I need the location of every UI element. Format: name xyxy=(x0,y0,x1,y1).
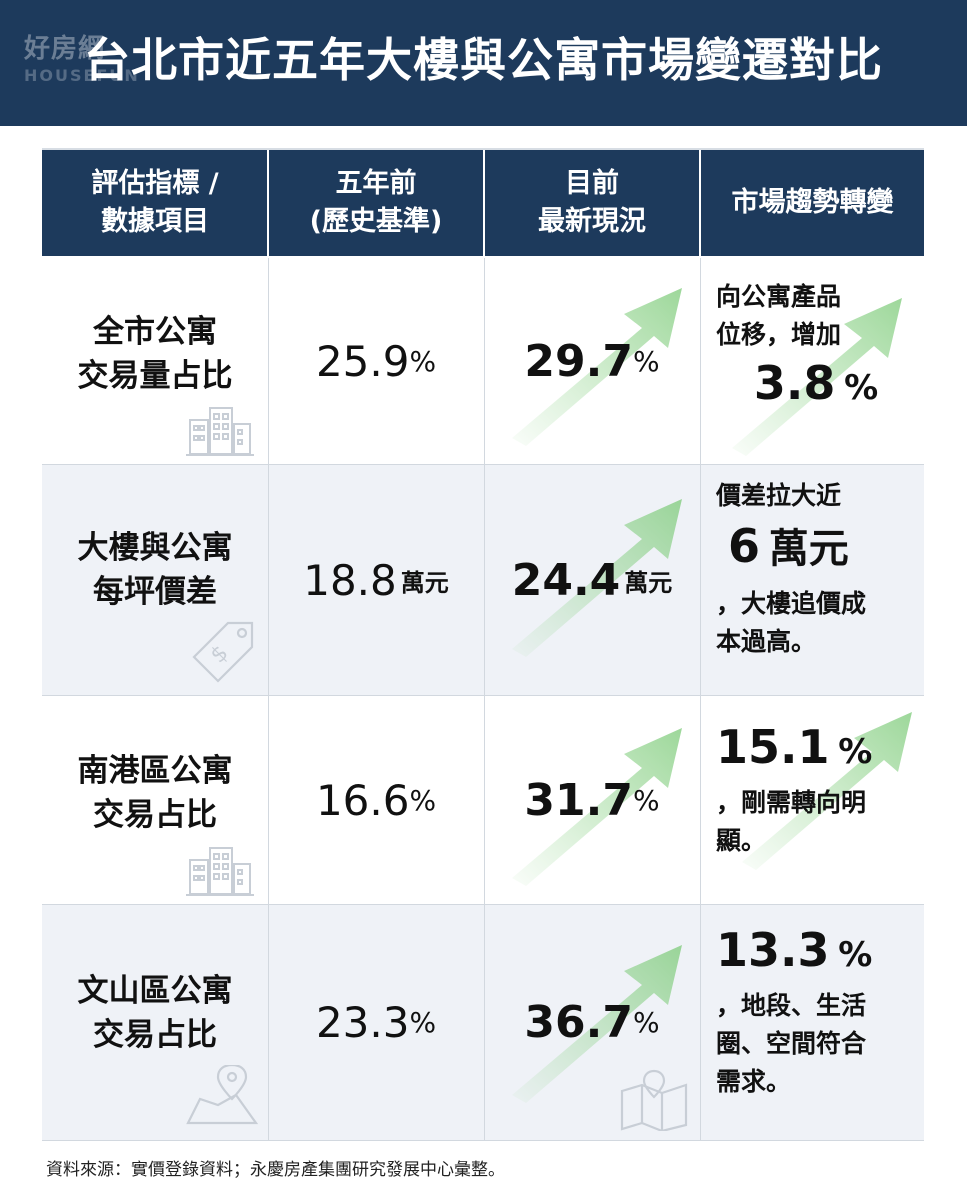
cur-value-cell: 29.7% xyxy=(485,258,699,464)
table-header: 評估指標 / 數據項目 五年前 (歷史基準) 目前 最新現況 市場趨勢轉變 xyxy=(42,150,924,256)
prev-value-cell: 16.6% xyxy=(269,696,483,904)
trend-highlight-unit: 萬元 xyxy=(768,526,849,572)
trend-pre: 向公寓產品 位移，增加 xyxy=(716,282,842,349)
prev-value-cell: 23.3% xyxy=(269,905,483,1140)
cell-divider xyxy=(700,696,701,904)
title-bar: 好房網 HOUSEFUN 台北市近五年大樓與公寓市場變遷對比 xyxy=(0,0,967,126)
trend-text: 價差拉大近 6 萬元 ，大樓追價成 本過高。 xyxy=(716,477,916,661)
trend-highlight-unit: % xyxy=(838,935,873,975)
cur-unit: % xyxy=(632,783,660,817)
comparison-table: 評估指標 / 數據項目 五年前 (歷史基準) 目前 最新現況 市場趨勢轉變 全市… xyxy=(42,148,924,1141)
page-title: 台北市近五年大樓與公寓市場變遷對比 xyxy=(84,33,883,87)
row-label-cell: 文山區公寓 交易占比 xyxy=(42,905,268,1140)
cell-divider xyxy=(700,258,701,464)
prev-value: 18.8 xyxy=(303,555,397,605)
source-note: 資料來源：實價登錄資料；永慶房產集團研究發展中心彙整。 xyxy=(46,1160,505,1180)
cur-value: 31.7 xyxy=(524,774,633,826)
header-divider xyxy=(267,150,269,256)
cell-divider xyxy=(484,258,485,464)
trend-highlight-unit: % xyxy=(844,368,879,408)
row-label-cell: 全市公寓 交易量占比 xyxy=(42,258,268,464)
cell-divider xyxy=(700,905,701,1140)
header-five-years-ago: 五年前 (歷史基準) xyxy=(309,168,443,237)
cell-divider xyxy=(268,465,269,695)
row-label: 全市公寓 交易量占比 xyxy=(77,314,233,394)
row-label: 南港區公寓 交易占比 xyxy=(77,753,233,833)
row-divider xyxy=(42,904,924,905)
cur-unit: % xyxy=(632,1006,660,1039)
row-label: 大樓與公寓 每坪價差 xyxy=(77,530,233,610)
trend-post: ，剛需轉向明 顯。 xyxy=(716,788,867,855)
cell-divider xyxy=(484,905,485,1140)
row-divider xyxy=(42,1140,924,1141)
cur-value: 29.7 xyxy=(524,335,633,387)
row-divider xyxy=(42,464,924,465)
trend-text: 13.3 % ，地段、生活 圈、空間符合 需求。 xyxy=(716,921,921,1101)
prev-value: 25.9 xyxy=(315,336,410,386)
row-label-cell: 大樓與公寓 每坪價差 xyxy=(42,465,268,695)
header-divider xyxy=(483,150,485,256)
prev-value: 23.3 xyxy=(315,998,410,1047)
prev-unit: % xyxy=(409,783,437,817)
cur-unit: % xyxy=(632,344,660,378)
cur-unit: 萬元 xyxy=(624,568,673,597)
header-trend: 市場趨勢轉變 xyxy=(731,187,894,218)
header-indicator: 評估指標 / 數據項目 xyxy=(91,168,219,237)
cur-value: 24.4 xyxy=(511,554,621,606)
prev-value-cell: 18.8 萬元 xyxy=(269,465,483,695)
header-divider xyxy=(699,150,701,256)
row-label-cell: 南港區公寓 交易占比 xyxy=(42,696,268,904)
trend-highlight: 15.1 xyxy=(716,720,830,774)
cell-divider xyxy=(268,696,269,904)
prev-value-cell: 25.9% xyxy=(269,258,483,464)
header-current: 目前 最新現況 xyxy=(538,168,646,237)
cur-value-cell: 24.4 萬元 xyxy=(485,465,699,695)
trend-text: 向公寓產品 位移，增加 3.8 % xyxy=(716,278,916,420)
table-row: 全市公寓 交易量占比 25.9% 29.7% 向公寓產品 位移，增加 3 xyxy=(42,258,924,464)
prev-unit: 萬元 xyxy=(400,568,449,597)
cur-value-cell: 36.7% xyxy=(485,905,699,1140)
row-label: 文山區公寓 交易占比 xyxy=(77,972,233,1053)
cur-value-cell: 31.7% xyxy=(485,696,699,904)
table-row: 南港區公寓 交易占比 16.6% 31.7% 15.1 % ，剛需轉向明 顯。 xyxy=(42,696,924,904)
watermark-sub: HOUSEFUN xyxy=(24,66,140,85)
cell-divider xyxy=(484,465,485,695)
cell-divider xyxy=(268,258,269,464)
trend-pre: 價差拉大近 xyxy=(716,481,842,510)
trend-highlight-unit: % xyxy=(838,732,873,772)
watermark-logo: 好房網 xyxy=(24,34,106,64)
prev-value: 16.6 xyxy=(315,775,410,825)
trend-text: 15.1 % ，剛需轉向明 顯。 xyxy=(716,718,921,860)
cell-divider xyxy=(700,465,701,695)
cell-divider xyxy=(268,905,269,1140)
trend-highlight: 3.8 xyxy=(753,356,836,410)
trend-highlight: 6 xyxy=(728,519,761,573)
cell-divider xyxy=(484,696,485,904)
trend-highlight: 13.3 xyxy=(716,923,830,977)
prev-unit: % xyxy=(409,344,437,378)
prev-unit: % xyxy=(409,1006,437,1039)
trend-post: ，地段、生活 圈、空間符合 需求。 xyxy=(716,991,867,1096)
cur-value: 36.7 xyxy=(524,997,633,1048)
table-row: 文山區公寓 交易占比 23.3% 36.7% 13.3 % xyxy=(42,905,924,1140)
table-row: 大樓與公寓 每坪價差 $ 18.8 萬元 24.4 萬元 價差拉大近 6 萬元 ，大… xyxy=(42,465,924,695)
row-divider xyxy=(42,695,924,696)
trend-post: ，大樓追價成 本過高。 xyxy=(716,589,867,656)
